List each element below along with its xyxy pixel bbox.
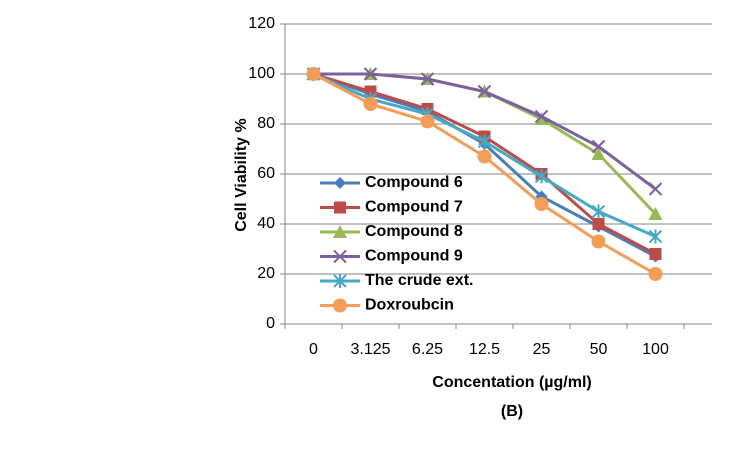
legend-label: Compound 8 (365, 223, 463, 240)
legend-label: Compound 7 (365, 199, 463, 216)
marker (592, 218, 605, 230)
marker (333, 249, 347, 264)
marker (648, 182, 663, 196)
legend-label: The crude ext. (365, 272, 473, 289)
marker (477, 84, 492, 99)
marker (363, 67, 378, 81)
marker (591, 234, 606, 249)
legend-label: Doxroubcin (365, 297, 454, 314)
y-tick-label: 40 (257, 215, 275, 232)
marker (477, 134, 492, 149)
marker (420, 114, 435, 129)
y-tick-label: 100 (248, 65, 275, 82)
x-tick-label: 50 (590, 341, 608, 358)
marker (334, 201, 346, 214)
marker (648, 229, 663, 244)
legend-label: Compound 9 (365, 248, 463, 265)
marker (534, 169, 549, 184)
y-tick-label: 60 (257, 165, 275, 182)
marker (333, 225, 347, 238)
x-tick-label: 0 (309, 341, 318, 358)
marker (591, 139, 606, 154)
marker (364, 85, 377, 98)
y-tick-label: 80 (257, 115, 275, 132)
marker (420, 72, 435, 86)
marker (591, 147, 606, 160)
y-tick-label: 120 (248, 15, 275, 32)
marker (648, 267, 663, 281)
marker (333, 298, 347, 313)
marker (534, 109, 549, 124)
x-tick-label: 25 (533, 341, 551, 358)
marker (334, 177, 346, 189)
marker (591, 204, 606, 219)
y-axis-title: Cell Viability % (233, 118, 250, 232)
x-tick-label: 100 (642, 341, 669, 358)
x-tick-label: 12.5 (469, 341, 500, 358)
y-tick-label: 0 (266, 315, 275, 332)
marker (534, 197, 549, 211)
marker (306, 67, 321, 81)
y-tick-label: 20 (257, 265, 275, 282)
marker (333, 274, 347, 288)
legend-label: Compound 6 (365, 174, 463, 191)
marker (534, 112, 549, 125)
marker (648, 207, 663, 220)
annotation: (B) (501, 403, 523, 420)
x-tick-label: 3.125 (350, 341, 390, 358)
marker (649, 248, 662, 260)
marker (363, 97, 378, 111)
marker (477, 149, 492, 164)
x-tick-label: 6.25 (412, 341, 443, 358)
x-axis-title: Concentation (µg/ml) (432, 374, 591, 391)
